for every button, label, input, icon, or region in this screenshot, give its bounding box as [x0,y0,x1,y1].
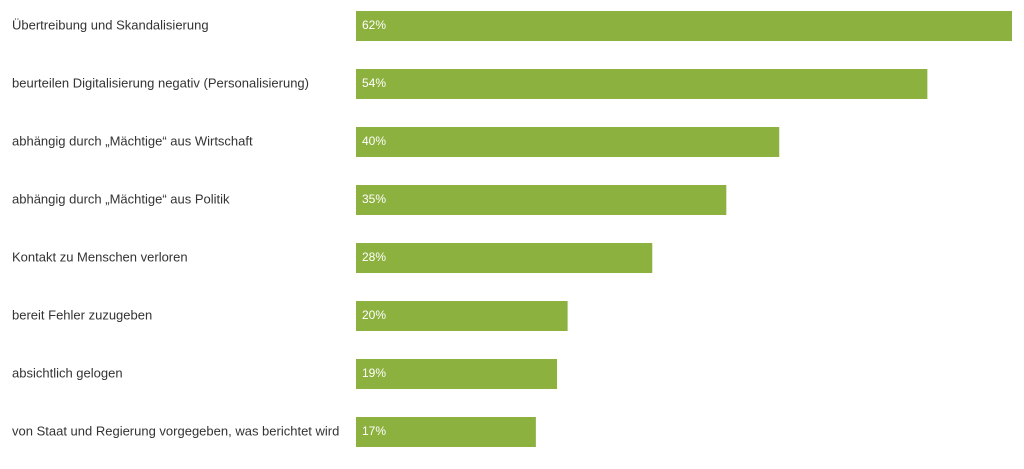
bar [356,69,928,99]
category-label: abhängig durch „Mächtige“ aus Wirtschaft [12,133,253,148]
bar [356,301,568,331]
category-label: von Staat und Regierung vorgegeben, was … [12,423,339,438]
bar [356,243,653,273]
category-label: beurteilen Digitalisierung negativ (Pers… [12,75,309,90]
category-label: absichtlich gelogen [12,365,123,380]
bar [356,417,536,447]
category-label: Kontakt zu Menschen verloren [12,249,188,264]
value-label: 54% [362,76,386,90]
value-label: 19% [362,366,386,380]
value-label: 28% [362,250,386,264]
bar [356,359,558,389]
category-label: abhängig durch „Mächtige“ aus Politik [12,191,230,206]
value-label: 40% [362,134,386,148]
bar [356,185,727,215]
value-label: 20% [362,308,386,322]
bar [356,127,780,157]
value-label: 35% [362,192,386,206]
value-label: 62% [362,18,386,32]
category-label: Übertreibung und Skandalisierung [12,17,209,32]
bar [356,11,1012,41]
value-label: 17% [362,424,386,438]
category-label: bereit Fehler zuzugeben [12,307,152,322]
